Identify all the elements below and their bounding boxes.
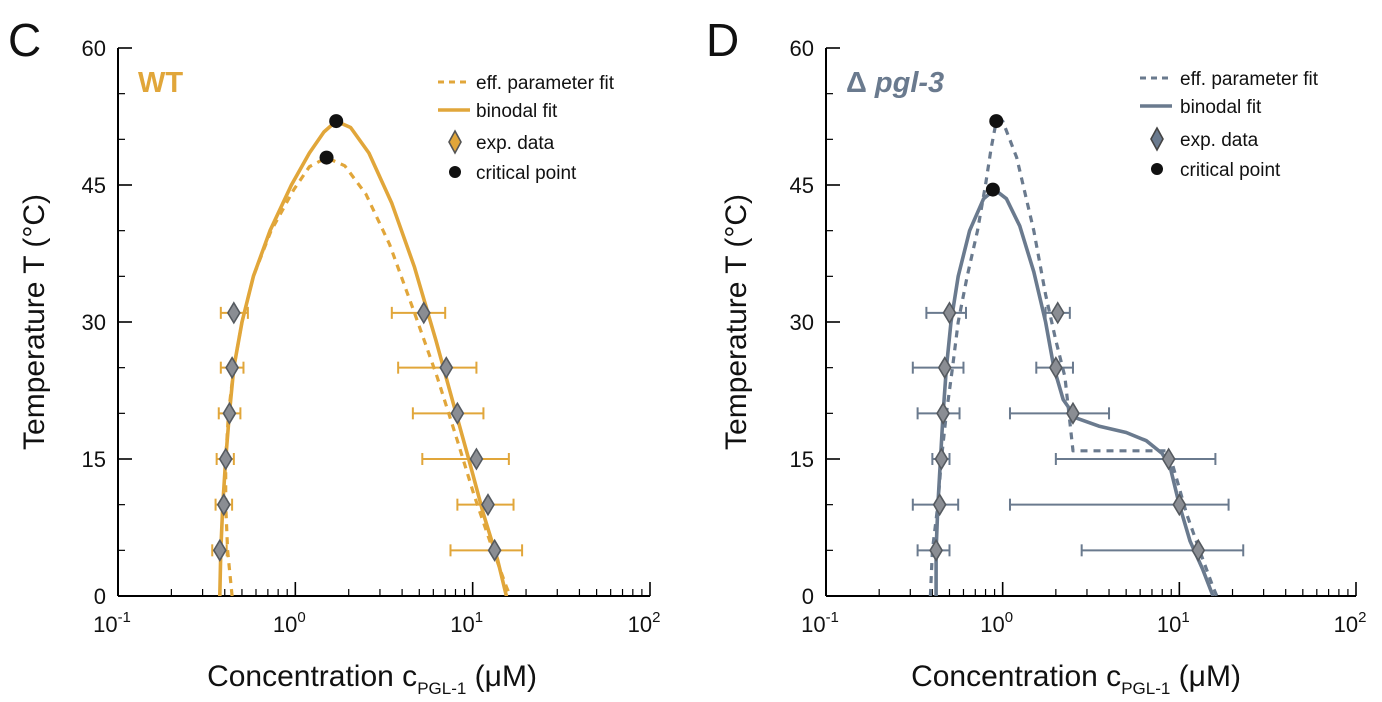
exp-data-marker: [942, 301, 957, 325]
y-axis-title-c: Temperature T (°C): [18, 194, 51, 450]
legend-eff-fit-label: eff. parameter fit: [476, 73, 615, 94]
legend-c: eff. parameter fit binodal fit exp. data…: [438, 73, 615, 184]
y-axis-title-d: Temperature T (°C): [720, 194, 753, 450]
plot-area-d: 10-1 100 101 102 0 15 30 45 60: [790, 36, 1367, 637]
exp-data-marker: [934, 447, 949, 471]
eff-parameter-fit-line-c: [224, 156, 512, 596]
exp-data-marker: [222, 401, 237, 425]
exp-data-marker: [1066, 401, 1080, 425]
x-tick-label: 10-1: [801, 609, 839, 637]
legend-d: eff. parameter fit binodal fit exp. data…: [1140, 69, 1319, 181]
legend-exp-data-label: exp. data: [1180, 130, 1259, 151]
exp-data-marker: [225, 356, 240, 380]
panel-c: C 10-1 100 101 102 0 15 30 45 60 WT eff. paramet…: [8, 14, 660, 698]
exp-data-marker: [1048, 356, 1063, 380]
y-tick-label: 30: [790, 310, 814, 335]
exp-data-marker: [1191, 538, 1206, 562]
panel-label-delta-pgl3: Δ pgl-3: [846, 67, 944, 99]
y-tick-label: 60: [790, 36, 814, 61]
legend-exp-data-marker: [448, 129, 462, 155]
y-tick-label: 45: [790, 173, 814, 198]
y-tick-label: 15: [790, 447, 814, 472]
x-tick-label: 100: [273, 609, 306, 637]
legend-critical-point-marker: [1151, 163, 1163, 175]
x-tick-label: 102: [628, 609, 661, 637]
y-tick-label: 30: [82, 310, 106, 335]
y-tick-label: 0: [802, 584, 814, 609]
x-tick-label: 102: [1334, 609, 1367, 637]
x-tick-label: 101: [450, 609, 483, 637]
x-tick-label: 10-1: [93, 609, 131, 637]
exp-data-marker: [226, 301, 241, 325]
exp-data-marker: [932, 493, 947, 517]
exp-data-marker: [416, 301, 431, 325]
exp-data-marker: [1161, 447, 1176, 471]
exp-data-marker: [450, 401, 465, 425]
legend-exp-data-label: exp. data: [476, 133, 555, 154]
exp-data-marker: [439, 356, 454, 380]
binodal-fit-line-c: [218, 119, 509, 596]
legend-critical-point-label: critical point: [1180, 160, 1281, 181]
exp-data-marker: [936, 401, 951, 425]
exp-data-marker: [937, 356, 952, 380]
legend-binodal-label: binodal fit: [1180, 97, 1262, 118]
exp-data-marker: [216, 493, 231, 517]
y-tick-label: 15: [82, 447, 106, 472]
critical-point-marker: [329, 114, 344, 129]
x-tick-label: 100: [980, 609, 1013, 637]
panel-label-wt: WT: [138, 67, 183, 99]
y-tick-label: 0: [94, 584, 106, 609]
exp-data-marker: [481, 493, 495, 517]
plot-area-c: 10-1 100 101 102 0 15 30 45 60: [82, 36, 661, 637]
panel-d: D 10-1 100 101 102 0 15 30 45 60 Δ pgl-3 eff. pa…: [706, 14, 1366, 698]
legend-exp-data-marker: [1150, 126, 1164, 152]
critical-point-marker: [985, 182, 1000, 197]
legend-critical-point-marker: [449, 166, 461, 178]
exp-data-marker: [1050, 301, 1065, 325]
exp-data-marker: [212, 538, 227, 562]
eff-parameter-fit-line-d: [928, 119, 1219, 596]
exp-data-marker: [929, 538, 944, 562]
binodal-fit-line-d: [934, 187, 1215, 596]
critical-point-marker: [989, 114, 1004, 129]
x-tick-label: 101: [1157, 609, 1190, 637]
x-axis-title-d: Concentration cPGL-1 (μM): [911, 660, 1241, 698]
legend-eff-fit-label: eff. parameter fit: [1180, 69, 1319, 90]
exp-data-marker: [218, 447, 233, 471]
legend-binodal-label: binodal fit: [476, 101, 558, 122]
legend-critical-point-label: critical point: [476, 163, 577, 184]
y-tick-label: 45: [82, 173, 106, 198]
critical-point-marker: [319, 150, 334, 165]
x-axis-title-c: Concentration cPGL-1 (μM): [207, 660, 537, 698]
panel-letter-c: C: [8, 14, 41, 66]
panel-letter-d: D: [706, 14, 739, 66]
exp-data-marker: [1172, 493, 1187, 517]
y-tick-label: 60: [82, 36, 106, 61]
exp-data-marker: [487, 538, 502, 562]
exp-data-marker: [469, 447, 484, 471]
